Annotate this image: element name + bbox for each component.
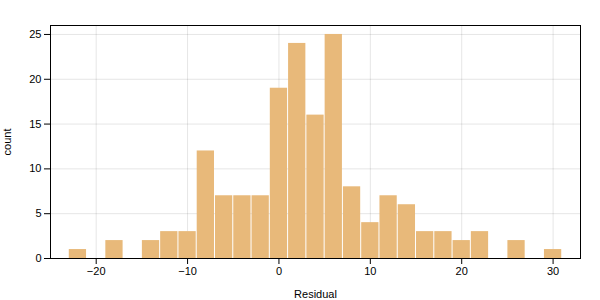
svg-text:15: 15 [29, 118, 41, 130]
svg-text:Residual: Residual [294, 288, 337, 300]
svg-text:−20: −20 [87, 265, 106, 277]
svg-text:10: 10 [29, 162, 41, 174]
svg-text:count: count [1, 129, 13, 156]
svg-text:0: 0 [276, 265, 282, 277]
svg-text:25: 25 [29, 28, 41, 40]
svg-text:0: 0 [35, 252, 41, 264]
svg-text:−10: −10 [178, 265, 197, 277]
svg-text:30: 30 [547, 265, 559, 277]
svg-text:5: 5 [35, 207, 41, 219]
svg-text:20: 20 [456, 265, 468, 277]
svg-text:10: 10 [364, 265, 376, 277]
svg-text:20: 20 [29, 73, 41, 85]
